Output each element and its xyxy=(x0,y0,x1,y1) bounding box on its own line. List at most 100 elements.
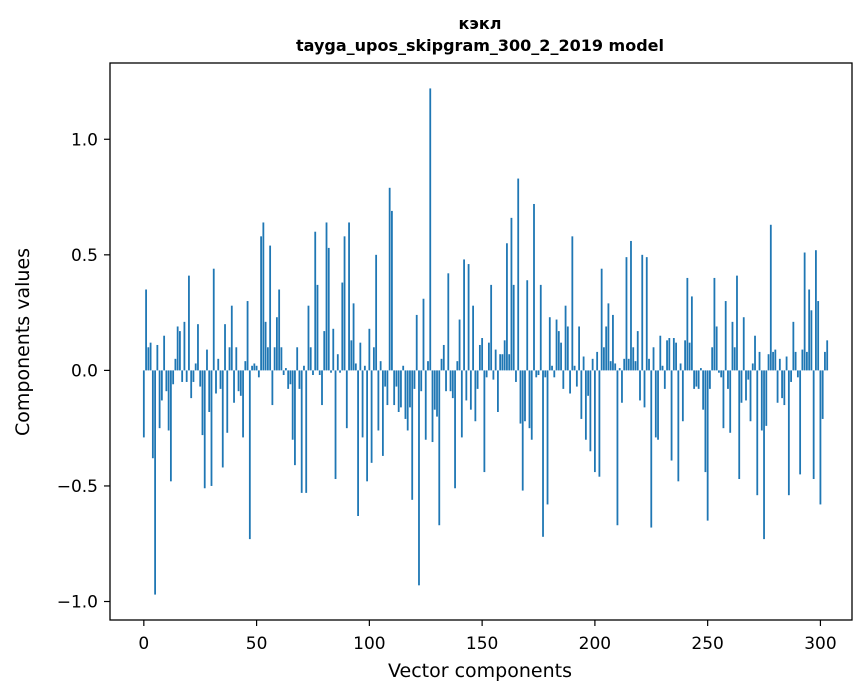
bar-57 xyxy=(271,370,274,406)
bar-36 xyxy=(224,324,226,371)
bar-240 xyxy=(684,340,686,371)
bar-130 xyxy=(436,370,438,417)
bar-37 xyxy=(226,370,229,433)
bar-124 xyxy=(422,298,425,371)
bar-53 xyxy=(262,222,265,371)
bar-30 xyxy=(210,370,213,486)
bar-186 xyxy=(562,370,565,389)
x-tick-label: 150 xyxy=(466,634,498,654)
bar-111 xyxy=(393,370,396,406)
bar-151 xyxy=(483,370,486,473)
bar-189 xyxy=(569,370,571,394)
bar-285 xyxy=(785,356,788,371)
bar-300 xyxy=(819,370,822,505)
bar-136 xyxy=(449,370,452,392)
bar-204 xyxy=(603,347,605,371)
bar-201 xyxy=(596,351,599,371)
bar-187 xyxy=(564,305,567,371)
bar-34 xyxy=(219,370,222,389)
bar-11 xyxy=(167,370,170,431)
bar-260 xyxy=(729,370,732,433)
bar-231 xyxy=(663,370,666,389)
bar-200 xyxy=(593,370,596,473)
x-axis-ticks: 0 50 100 150 200 250 300 xyxy=(138,620,837,654)
bar-268 xyxy=(747,370,750,380)
bar-97 xyxy=(361,370,364,438)
bar-47 xyxy=(248,370,251,540)
bar-140 xyxy=(458,319,461,371)
bar-235 xyxy=(672,338,675,371)
bar-61 xyxy=(280,347,283,371)
bar-199 xyxy=(591,358,594,371)
bar-42 xyxy=(237,370,240,392)
bar-217 xyxy=(632,347,635,371)
x-tick-label: 300 xyxy=(804,634,836,654)
bar-110 xyxy=(391,210,393,371)
bar-38 xyxy=(228,347,231,371)
bar-154 xyxy=(490,284,493,371)
bar-247 xyxy=(699,368,702,371)
bar-106 xyxy=(381,370,384,456)
bar-135 xyxy=(447,273,450,371)
bar-115 xyxy=(402,365,405,371)
bar-194 xyxy=(580,370,583,419)
bar-62 xyxy=(282,370,285,376)
bar-125 xyxy=(424,370,427,440)
bar-284 xyxy=(783,370,786,406)
bar-158 xyxy=(499,354,502,371)
bar-182 xyxy=(553,370,556,378)
bar-7 xyxy=(158,370,161,429)
bar-20 xyxy=(188,275,190,371)
bar-147 xyxy=(474,370,477,422)
bar-220 xyxy=(639,370,641,401)
bar-274 xyxy=(760,370,763,431)
bar-238 xyxy=(679,363,682,371)
bar-265 xyxy=(740,370,743,403)
bar-98 xyxy=(363,365,366,371)
bar-2 xyxy=(147,347,150,371)
bar-297 xyxy=(812,370,815,480)
bar-161 xyxy=(506,243,508,371)
bar-166 xyxy=(517,178,520,371)
bar-281 xyxy=(776,370,779,403)
bar-171 xyxy=(528,370,531,429)
x-tick-label: 200 xyxy=(579,634,611,654)
bar-292 xyxy=(801,349,804,371)
bar-31 xyxy=(212,268,215,371)
bar-170 xyxy=(526,280,529,371)
bar-174 xyxy=(535,370,538,378)
bar-172 xyxy=(530,370,533,440)
bar-52 xyxy=(260,236,262,371)
bar-72 xyxy=(305,370,308,493)
bar-138 xyxy=(454,370,456,489)
bar-68 xyxy=(296,347,299,371)
bar-74 xyxy=(309,347,312,371)
bar-226 xyxy=(652,347,655,371)
bar-301 xyxy=(821,370,824,419)
bar-4 xyxy=(151,370,154,459)
bar-273 xyxy=(758,351,761,371)
bar-105 xyxy=(379,361,382,371)
bar-113 xyxy=(397,370,400,412)
bar-192 xyxy=(575,370,578,387)
bar-276 xyxy=(765,370,768,426)
bar-229 xyxy=(659,335,662,371)
bar-69 xyxy=(298,370,301,389)
bar-119 xyxy=(411,370,414,500)
bar-66 xyxy=(291,370,294,440)
bar-294 xyxy=(805,351,808,371)
bar-263 xyxy=(736,275,738,371)
bar-293 xyxy=(803,252,806,371)
bar-155 xyxy=(492,370,495,380)
bar-94 xyxy=(354,363,357,371)
bar-143 xyxy=(465,370,468,401)
bar-107 xyxy=(384,370,387,387)
bar-24 xyxy=(197,324,199,371)
bar-223 xyxy=(645,257,648,371)
bar-77 xyxy=(316,284,319,371)
bar-48 xyxy=(251,365,253,371)
bar-22 xyxy=(192,370,195,382)
x-axis-label: Vector components xyxy=(388,660,572,682)
bar-108 xyxy=(386,370,389,406)
bar-54 xyxy=(264,321,267,371)
